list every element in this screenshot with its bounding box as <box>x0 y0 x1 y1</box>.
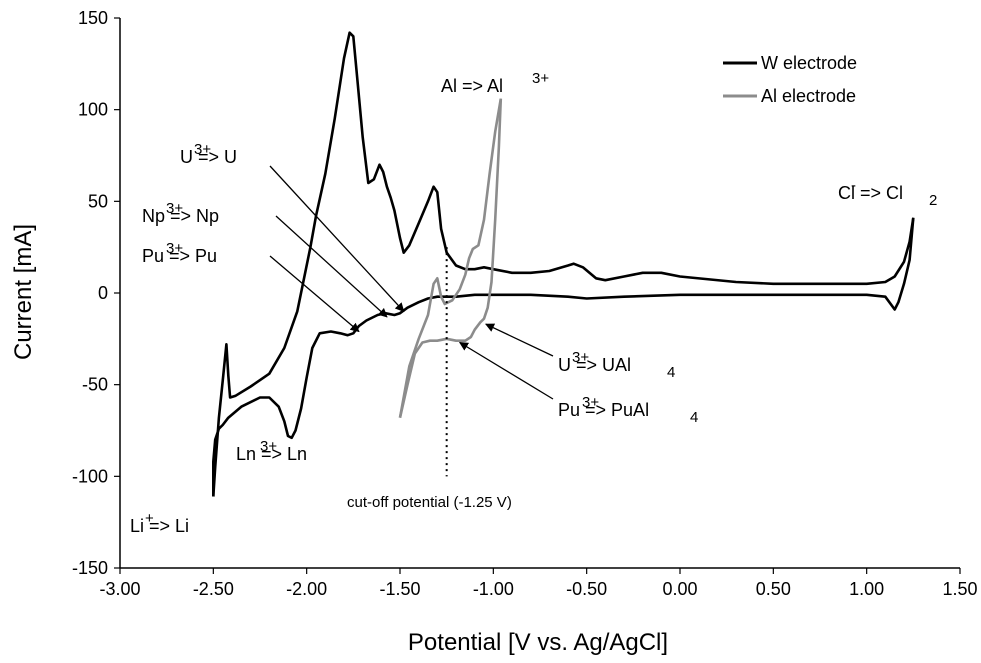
annotation-pu-to-pual4: Pu => PuAl <box>558 400 649 420</box>
sup-pu3: 3+ <box>166 240 183 257</box>
sup-np3: 3+ <box>166 200 183 217</box>
x-tick-label: 1.50 <box>942 579 977 599</box>
sup-li: + <box>145 510 154 527</box>
series-layer <box>212 31 915 497</box>
axes: -3.00 -2.50 -2.00 -1.50 -1.00 -0.50 0.00 0.50 1.… <box>72 8 978 599</box>
annotation-cl-to-cl2: Cl => Cl <box>838 183 903 203</box>
y-axis-title: Current [mA] <box>10 224 37 360</box>
y-tick-label: -100 <box>72 466 108 486</box>
sup-u3: 3+ <box>194 141 211 158</box>
annotation-arrows <box>269 165 554 400</box>
sup-pu3-pual4: 3+ <box>582 394 599 411</box>
y-tick-label: 0 <box>98 283 108 303</box>
annotation-al-to-al3: Al => Al <box>441 76 503 96</box>
y-tick-label: -150 <box>72 558 108 578</box>
annotation-pu-to-pu: Pu => Pu <box>142 246 217 266</box>
x-tick-label: 0.50 <box>756 579 791 599</box>
x-tick-label: -0.50 <box>566 579 607 599</box>
x-tick-label: -3.00 <box>99 579 140 599</box>
x-tick-label: -1.50 <box>379 579 420 599</box>
sup-al3: 3+ <box>532 70 549 87</box>
annotation-ln-to-ln: Ln => Ln <box>236 444 307 464</box>
annotation-cutoff-potential: cut-off potential (-1.25 V) <box>347 494 512 511</box>
series-line-al-electrode <box>398 98 503 418</box>
arrow-np-to-np <box>275 215 388 318</box>
sup-ln3: 3+ <box>260 438 277 455</box>
legend: W electrode Al electrode <box>723 53 857 106</box>
x-axis-title: Potential [V vs. Ag/AgCl] <box>408 629 668 656</box>
x-tick-label: -2.50 <box>193 579 234 599</box>
legend-label-al: Al electrode <box>761 86 856 106</box>
x-tick-label: 0.00 <box>662 579 697 599</box>
sub-ual4: 4 <box>667 364 675 381</box>
x-tick-label: 1.00 <box>849 579 884 599</box>
arrow-u-to-ual4 <box>485 323 554 357</box>
series-line-w-electrode <box>212 31 915 497</box>
arrow-pu-to-pu <box>269 255 360 333</box>
legend-label-w: W electrode <box>761 53 857 73</box>
y-tick-label: 150 <box>78 8 108 28</box>
y-tick-label: 100 <box>78 100 108 120</box>
arrow-pu-to-pual4 <box>458 341 554 400</box>
series-line-w-electrode <box>212 217 915 497</box>
sub-pual4: 4 <box>690 409 698 426</box>
sup-cl: - <box>851 177 856 194</box>
y-tick-label: -50 <box>82 375 108 395</box>
y-tick-label: 50 <box>88 191 108 211</box>
x-tick-label: -1.00 <box>473 579 514 599</box>
sup-u3-ual4: 3+ <box>572 349 589 366</box>
x-tick-label: -2.00 <box>286 579 327 599</box>
sub-cl2: 2 <box>929 192 937 209</box>
annotation-li-to-li: Li => Li <box>130 516 189 536</box>
annotation-u-to-ual4: U => UAl <box>558 355 631 375</box>
annotation-np-to-np: Np => Np <box>142 206 219 226</box>
annotation-u-to-u: U => U <box>180 147 237 167</box>
arrow-u-to-u <box>269 165 405 313</box>
series-line-al-electrode <box>398 98 503 418</box>
